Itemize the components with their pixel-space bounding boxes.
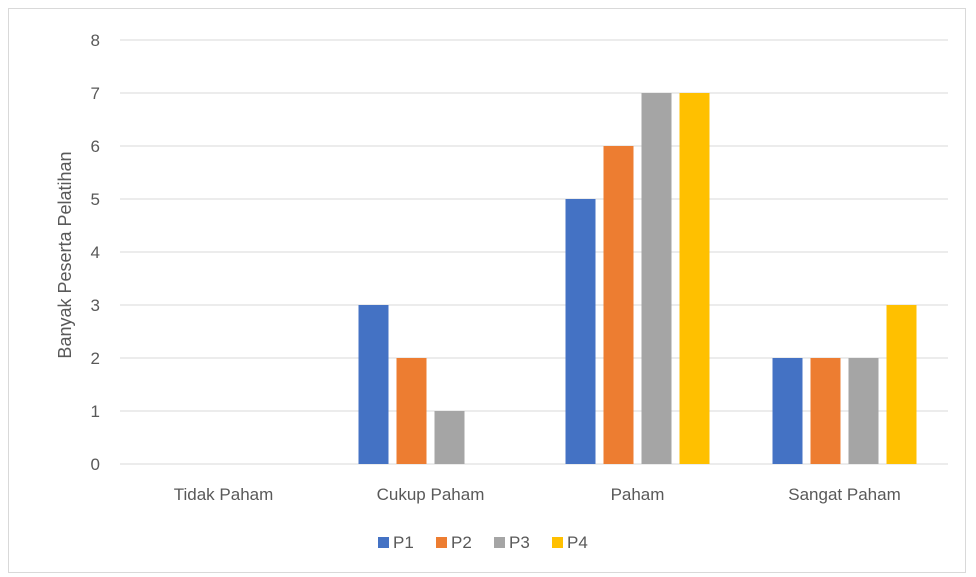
legend-swatch [378,537,389,548]
gridlines [120,39,948,465]
chart-frame [8,8,966,573]
legend-item-p2: P2 [436,533,472,552]
bar-p1-cukup-paham [358,305,389,464]
x-category-label: Tidak Paham [174,485,274,504]
legend-label: P4 [567,533,588,552]
legend: P1 P2 P3 P4 [378,533,588,552]
x-category-label: Cukup Paham [377,485,485,504]
y-tick-label: 5 [91,190,100,209]
bar-p1-sangat-paham [772,358,803,464]
bar-p3-paham [641,93,672,464]
y-tick-label: 4 [91,243,100,262]
legend-swatch [494,537,505,548]
bar-p3-sangat-paham [848,358,879,464]
legend-swatch [552,537,563,548]
y-tick-label: 3 [91,296,100,315]
legend-item-p3: P3 [494,533,530,552]
x-axis-categories: Tidak Paham Cukup Paham Paham Sangat Paham [174,485,901,504]
bar-p4-sangat-paham [886,305,917,464]
legend-label: P1 [393,533,414,552]
y-tick-label: 0 [91,455,100,474]
x-category-label: Paham [611,485,665,504]
y-tick-label: 7 [91,84,100,103]
legend-item-p4: P4 [552,533,588,552]
legend-swatch [436,537,447,548]
y-axis-label: Banyak Peserta Pelatihan [55,151,75,358]
y-tick-label: 2 [91,349,100,368]
bar-p3-cukup-paham [434,411,465,464]
bar-p2-cukup-paham [396,358,427,464]
bar-p2-paham [603,146,634,464]
legend-label: P2 [451,533,472,552]
legend-item-p1: P1 [378,533,414,552]
y-tick-label: 1 [91,402,100,421]
bar-p4-paham [679,93,710,464]
y-axis-ticks: 0 1 2 3 4 5 6 7 8 [91,31,100,474]
legend-label: P3 [509,533,530,552]
x-category-label: Sangat Paham [788,485,900,504]
y-tick-label: 6 [91,137,100,156]
bar-p2-sangat-paham [810,358,841,464]
bar-p1-paham [565,199,596,464]
bars [358,93,917,464]
y-tick-label: 8 [91,31,100,50]
